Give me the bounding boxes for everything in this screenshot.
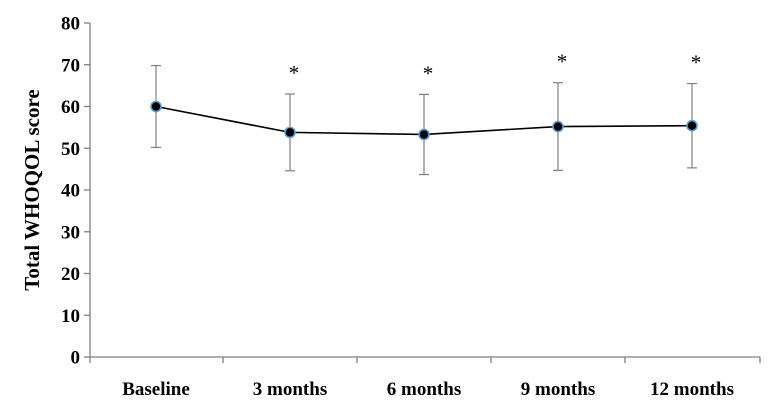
- y-tick-label: 50: [61, 139, 80, 160]
- data-point: [686, 119, 698, 132]
- x-category-label: 6 months: [387, 379, 461, 400]
- y-tick-label: 0: [71, 348, 81, 369]
- data-point: [418, 128, 430, 141]
- x-axis-category-labels: Baseline 3 months 6 months 9 months 12 month…: [122, 379, 734, 400]
- data-point: [552, 120, 564, 133]
- y-tick-label: 30: [61, 222, 80, 243]
- y-tick-label: 10: [61, 306, 80, 327]
- y-axis-title: Total WHOQOL score: [20, 89, 44, 290]
- data-point: [284, 126, 296, 139]
- x-category-label: 3 months: [253, 379, 327, 400]
- x-category-label: 9 months: [521, 379, 595, 400]
- x-axis-ticks: [89, 357, 761, 363]
- y-tick-label: 20: [61, 264, 80, 285]
- y-tick-label: 60: [61, 97, 80, 118]
- y-tick-label: 80: [61, 14, 80, 35]
- significance-mark: *: [423, 61, 434, 85]
- significance-mark: *: [557, 50, 568, 74]
- data-points: [150, 100, 698, 141]
- x-category-label: 12 months: [650, 379, 734, 400]
- data-point: [150, 100, 162, 113]
- y-tick-label: 70: [61, 55, 80, 76]
- y-tick-label: 40: [61, 181, 80, 202]
- x-category-label: Baseline: [122, 379, 190, 400]
- significance-marks: * * * *: [289, 50, 702, 86]
- significance-mark: *: [289, 61, 300, 85]
- y-axis-ticks: 0 10 20 30 40 50 60 70 80: [61, 14, 90, 369]
- significance-mark: *: [691, 51, 702, 75]
